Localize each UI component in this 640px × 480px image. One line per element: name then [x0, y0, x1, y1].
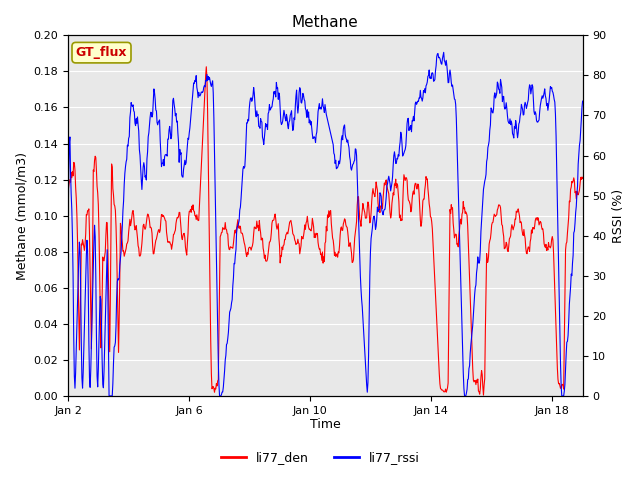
- Title: Methane: Methane: [292, 15, 358, 30]
- li77_den: [332, 250, 339, 255]
- li77_den: [375, 206, 383, 212]
- li77_rssi: [375, 206, 383, 212]
- li77_den: [134, 235, 141, 241]
- li77_den: [168, 242, 176, 248]
- li77_rssi: [332, 160, 339, 166]
- X-axis label: Time: Time: [310, 419, 340, 432]
- li77_den: [458, 211, 466, 217]
- li77_rssi: [64, 232, 72, 238]
- li77_rssi: [579, 98, 586, 104]
- li77_den: [123, 241, 131, 247]
- Line: li77_rssi: li77_rssi: [68, 52, 582, 396]
- li77_rssi: [169, 97, 177, 103]
- Y-axis label: Methane (mmol/m3): Methane (mmol/m3): [15, 152, 28, 280]
- li77_rssi: [440, 49, 447, 55]
- Y-axis label: RSSI (%): RSSI (%): [612, 189, 625, 243]
- Line: li77_den: li77_den: [68, 67, 582, 395]
- li77_rssi: [134, 122, 142, 128]
- li77_rssi: [105, 393, 113, 399]
- li77_den: [479, 392, 487, 398]
- li77_den: [202, 64, 210, 70]
- Text: GT_flux: GT_flux: [76, 46, 127, 59]
- li77_den: [579, 176, 586, 181]
- Legend: li77_den, li77_rssi: li77_den, li77_rssi: [216, 446, 424, 469]
- li77_rssi: [459, 347, 467, 352]
- li77_rssi: [124, 142, 131, 148]
- li77_den: [64, 190, 72, 195]
